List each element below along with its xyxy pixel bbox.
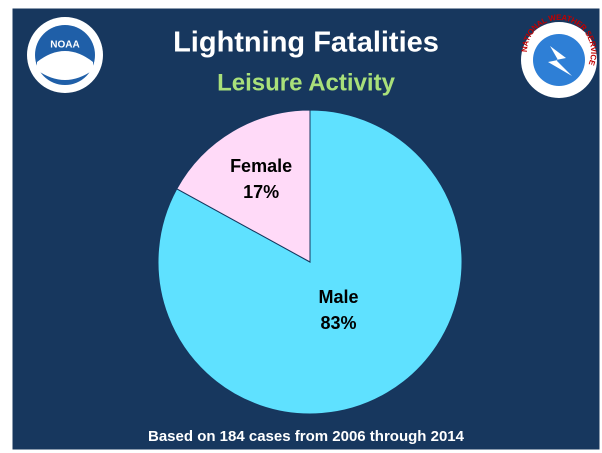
- logo-text: NOAA: [50, 40, 79, 51]
- footnote: Based on 184 cases from 2006 through 201…: [148, 428, 465, 445]
- slice-value-label: 83%: [320, 313, 356, 333]
- slice-label: Male: [318, 287, 358, 307]
- noaa-logo: NOAA: [27, 17, 103, 93]
- chart-subtitle: Leisure Activity: [217, 69, 395, 96]
- nws-logo: NATIONAL WEATHER SERVICE: [520, 13, 598, 98]
- slice-value-label: 17%: [243, 182, 279, 202]
- slice-label: Female: [230, 156, 292, 176]
- chart-title: Lightning Fatalities: [173, 27, 439, 59]
- pie-slice: [176, 109, 311, 263]
- logo-bird: [37, 51, 93, 80]
- logo-disc: [533, 34, 585, 86]
